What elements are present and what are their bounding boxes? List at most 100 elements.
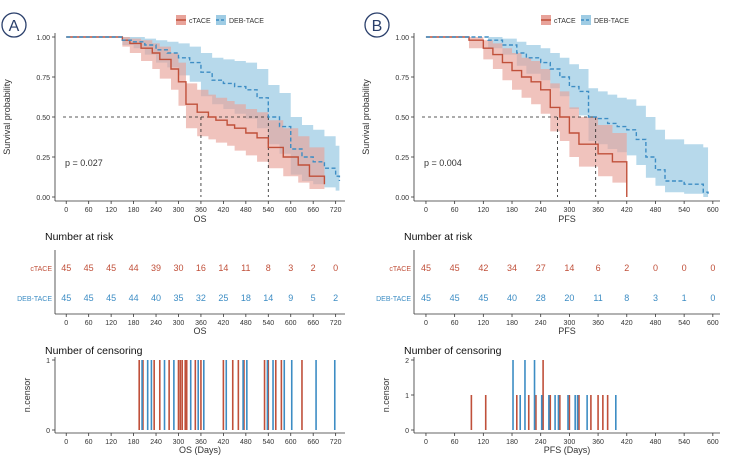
risk-x-tick-label: 480 bbox=[650, 320, 662, 327]
risk-count: 9 bbox=[288, 293, 293, 303]
risk-count: 45 bbox=[61, 293, 71, 303]
risk-table-title: Number at risk bbox=[45, 231, 114, 243]
legend: cTACE DEB-TACE bbox=[176, 15, 264, 25]
risk-count: 8 bbox=[266, 263, 271, 273]
censor-x-axis-title: OS (Days) bbox=[179, 445, 221, 455]
risk-count: 30 bbox=[173, 263, 183, 273]
censor-x-tick-label: 360 bbox=[592, 439, 604, 446]
km-x-tick-label: 120 bbox=[477, 207, 489, 214]
km-x-tick-label: 0 bbox=[424, 207, 428, 214]
risk-count: 34 bbox=[507, 263, 517, 273]
censor-x-tick-label: 60 bbox=[85, 439, 93, 446]
km-y-tick-label: 0.00 bbox=[395, 195, 409, 202]
censor-y-tick-label: 1 bbox=[405, 393, 409, 400]
censor-y-tick-label: 0 bbox=[46, 428, 50, 435]
km-x-tick-label: 600 bbox=[707, 207, 719, 214]
risk-x-tick-label: 660 bbox=[307, 320, 319, 327]
km-x-tick-label: 420 bbox=[621, 207, 633, 214]
km-y-tick-label: 0.75 bbox=[395, 75, 409, 82]
risk-x-tick-label: 120 bbox=[105, 320, 117, 327]
km-y-tick-label: 0.25 bbox=[395, 155, 409, 162]
km-x-tick-label: 600 bbox=[285, 207, 297, 214]
censor-x-tick-label: 180 bbox=[506, 439, 518, 446]
km-x-tick-label: 360 bbox=[592, 207, 604, 214]
risk-count: 45 bbox=[450, 293, 460, 303]
km-x-tick-label: 300 bbox=[173, 207, 185, 214]
km-x-axis-title: PFS bbox=[558, 214, 576, 224]
risk-x-tick-label: 360 bbox=[195, 320, 207, 327]
censor-title: Number of censoring bbox=[404, 345, 502, 357]
panel-letter-circle bbox=[1, 12, 27, 38]
risk-count: 25 bbox=[218, 293, 228, 303]
km-curve-deb bbox=[66, 36, 341, 181]
km-x-tick-label: 180 bbox=[506, 207, 518, 214]
risk-count: 27 bbox=[536, 263, 546, 273]
risk-x-tick-label: 600 bbox=[707, 320, 719, 327]
risk-count: 45 bbox=[450, 263, 460, 273]
risk-count: 0 bbox=[333, 263, 338, 273]
km-x-tick-label: 480 bbox=[240, 207, 252, 214]
risk-count: 44 bbox=[129, 263, 139, 273]
censor-x-tick-label: 660 bbox=[307, 439, 319, 446]
km-x-tick-label: 360 bbox=[195, 207, 207, 214]
censor-x-tick-label: 180 bbox=[128, 439, 140, 446]
risk-count: 2 bbox=[333, 293, 338, 303]
risk-count: 5 bbox=[311, 293, 316, 303]
risk-x-tick-label: 240 bbox=[150, 320, 162, 327]
km-x-tick-label: 420 bbox=[218, 207, 230, 214]
km-y-tick-label: 0.50 bbox=[395, 115, 409, 122]
ci-band-deb bbox=[425, 37, 709, 197]
risk-count: 3 bbox=[288, 263, 293, 273]
risk-count: 11 bbox=[241, 263, 250, 273]
censor-y-axis-title: n.censor bbox=[22, 378, 32, 413]
censor-x-tick-label: 120 bbox=[105, 439, 117, 446]
risk-count: 20 bbox=[564, 293, 574, 303]
km-x-tick-label: 180 bbox=[128, 207, 140, 214]
risk-count: 6 bbox=[596, 263, 601, 273]
risk-count: 0 bbox=[653, 263, 658, 273]
km-curve-ctace bbox=[425, 36, 628, 197]
censor-title: Number of censoring bbox=[45, 345, 143, 357]
censor-y-tick-label: 1 bbox=[46, 358, 50, 365]
risk-count: 45 bbox=[421, 293, 431, 303]
risk-count: 45 bbox=[421, 263, 431, 273]
censor-x-tick-label: 540 bbox=[678, 439, 690, 446]
risk-row-label: DEB-TACE bbox=[376, 296, 411, 303]
km-y-tick-label: 1.00 bbox=[395, 35, 409, 42]
risk-x-tick-label: 180 bbox=[506, 320, 518, 327]
risk-x-tick-label: 480 bbox=[240, 320, 252, 327]
km-x-tick-label: 60 bbox=[451, 207, 459, 214]
risk-count: 14 bbox=[564, 263, 574, 273]
km-x-tick-label: 240 bbox=[150, 207, 162, 214]
risk-x-tick-label: 120 bbox=[477, 320, 489, 327]
risk-count: 45 bbox=[106, 263, 116, 273]
risk-count: 35 bbox=[173, 293, 183, 303]
risk-row-label: cTACE bbox=[30, 266, 52, 273]
risk-count: 45 bbox=[478, 293, 488, 303]
p-value: p = 0.027 bbox=[65, 158, 103, 168]
risk-count: 39 bbox=[151, 263, 161, 273]
km-x-tick-label: 0 bbox=[64, 207, 68, 214]
censor-y-axis-title: n.censor bbox=[381, 378, 391, 413]
risk-x-tick-label: 180 bbox=[128, 320, 140, 327]
risk-x-tick-label: 0 bbox=[64, 320, 68, 327]
risk-count: 42 bbox=[478, 263, 488, 273]
legend-label-ctace: cTACE bbox=[189, 18, 211, 25]
risk-count: 14 bbox=[263, 293, 273, 303]
risk-count: 40 bbox=[151, 293, 161, 303]
censor-x-tick-label: 300 bbox=[564, 439, 576, 446]
censor-x-tick-label: 600 bbox=[707, 439, 719, 446]
risk-x-tick-label: 720 bbox=[330, 320, 342, 327]
risk-count: 44 bbox=[129, 293, 139, 303]
legend-label-deb: DEB-TACE bbox=[229, 18, 264, 25]
km-x-tick-label: 660 bbox=[307, 207, 319, 214]
risk-count: 2 bbox=[311, 263, 316, 273]
risk-x-tick-label: 0 bbox=[424, 320, 428, 327]
risk-count: 11 bbox=[593, 293, 602, 303]
censor-x-tick-label: 240 bbox=[535, 439, 547, 446]
km-x-tick-label: 720 bbox=[330, 207, 342, 214]
panel-letter-circle bbox=[364, 12, 390, 38]
risk-count: 28 bbox=[536, 293, 546, 303]
km-y-tick-label: 0.25 bbox=[36, 155, 50, 162]
risk-x-axis-title: PFS bbox=[558, 326, 576, 336]
